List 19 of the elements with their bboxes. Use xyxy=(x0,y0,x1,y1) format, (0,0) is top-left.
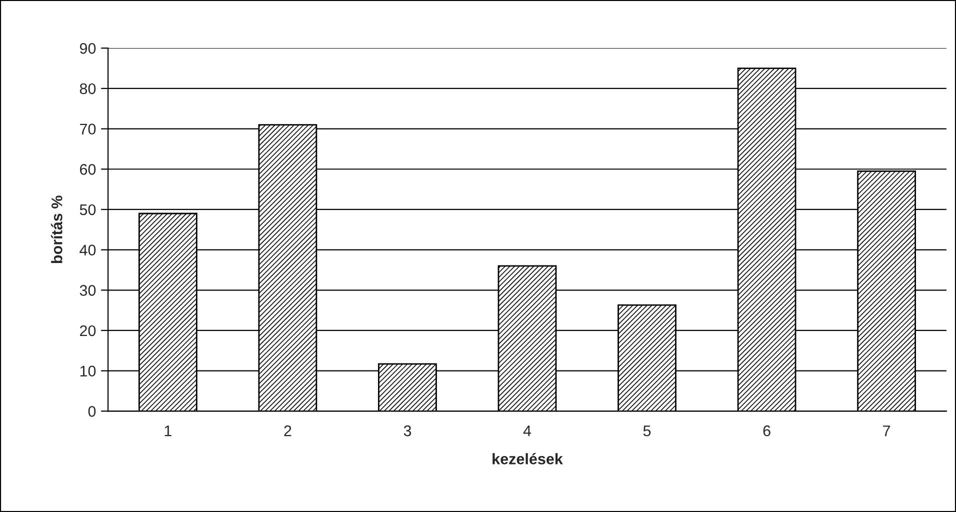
y-tick-label: 20 xyxy=(80,325,96,336)
x-tick-label: 7 xyxy=(883,426,890,436)
y-axis-title: borítás % xyxy=(50,196,62,264)
x-axis-title: kezelések xyxy=(492,453,563,464)
y-tick-label: 40 xyxy=(80,244,96,256)
x-tick-label: 6 xyxy=(763,425,770,436)
x-tick-label: 5 xyxy=(643,426,651,436)
x-tick-label: 2 xyxy=(284,425,292,436)
y-tick-label: 50 xyxy=(80,204,96,216)
y-tick-label: 70 xyxy=(80,124,96,134)
y-tick-label: 80 xyxy=(80,83,96,94)
y-tick-label: 30 xyxy=(80,285,96,296)
y-tick-label: 60 xyxy=(80,164,96,175)
x-tick-label: 1 xyxy=(164,426,172,436)
y-tick-label: 0 xyxy=(88,406,96,417)
x-tick-label: 4 xyxy=(523,426,532,436)
y-tick-label: 90 xyxy=(80,42,96,54)
y-tick-label: 10 xyxy=(80,366,96,376)
x-tick-label: 3 xyxy=(404,425,412,436)
